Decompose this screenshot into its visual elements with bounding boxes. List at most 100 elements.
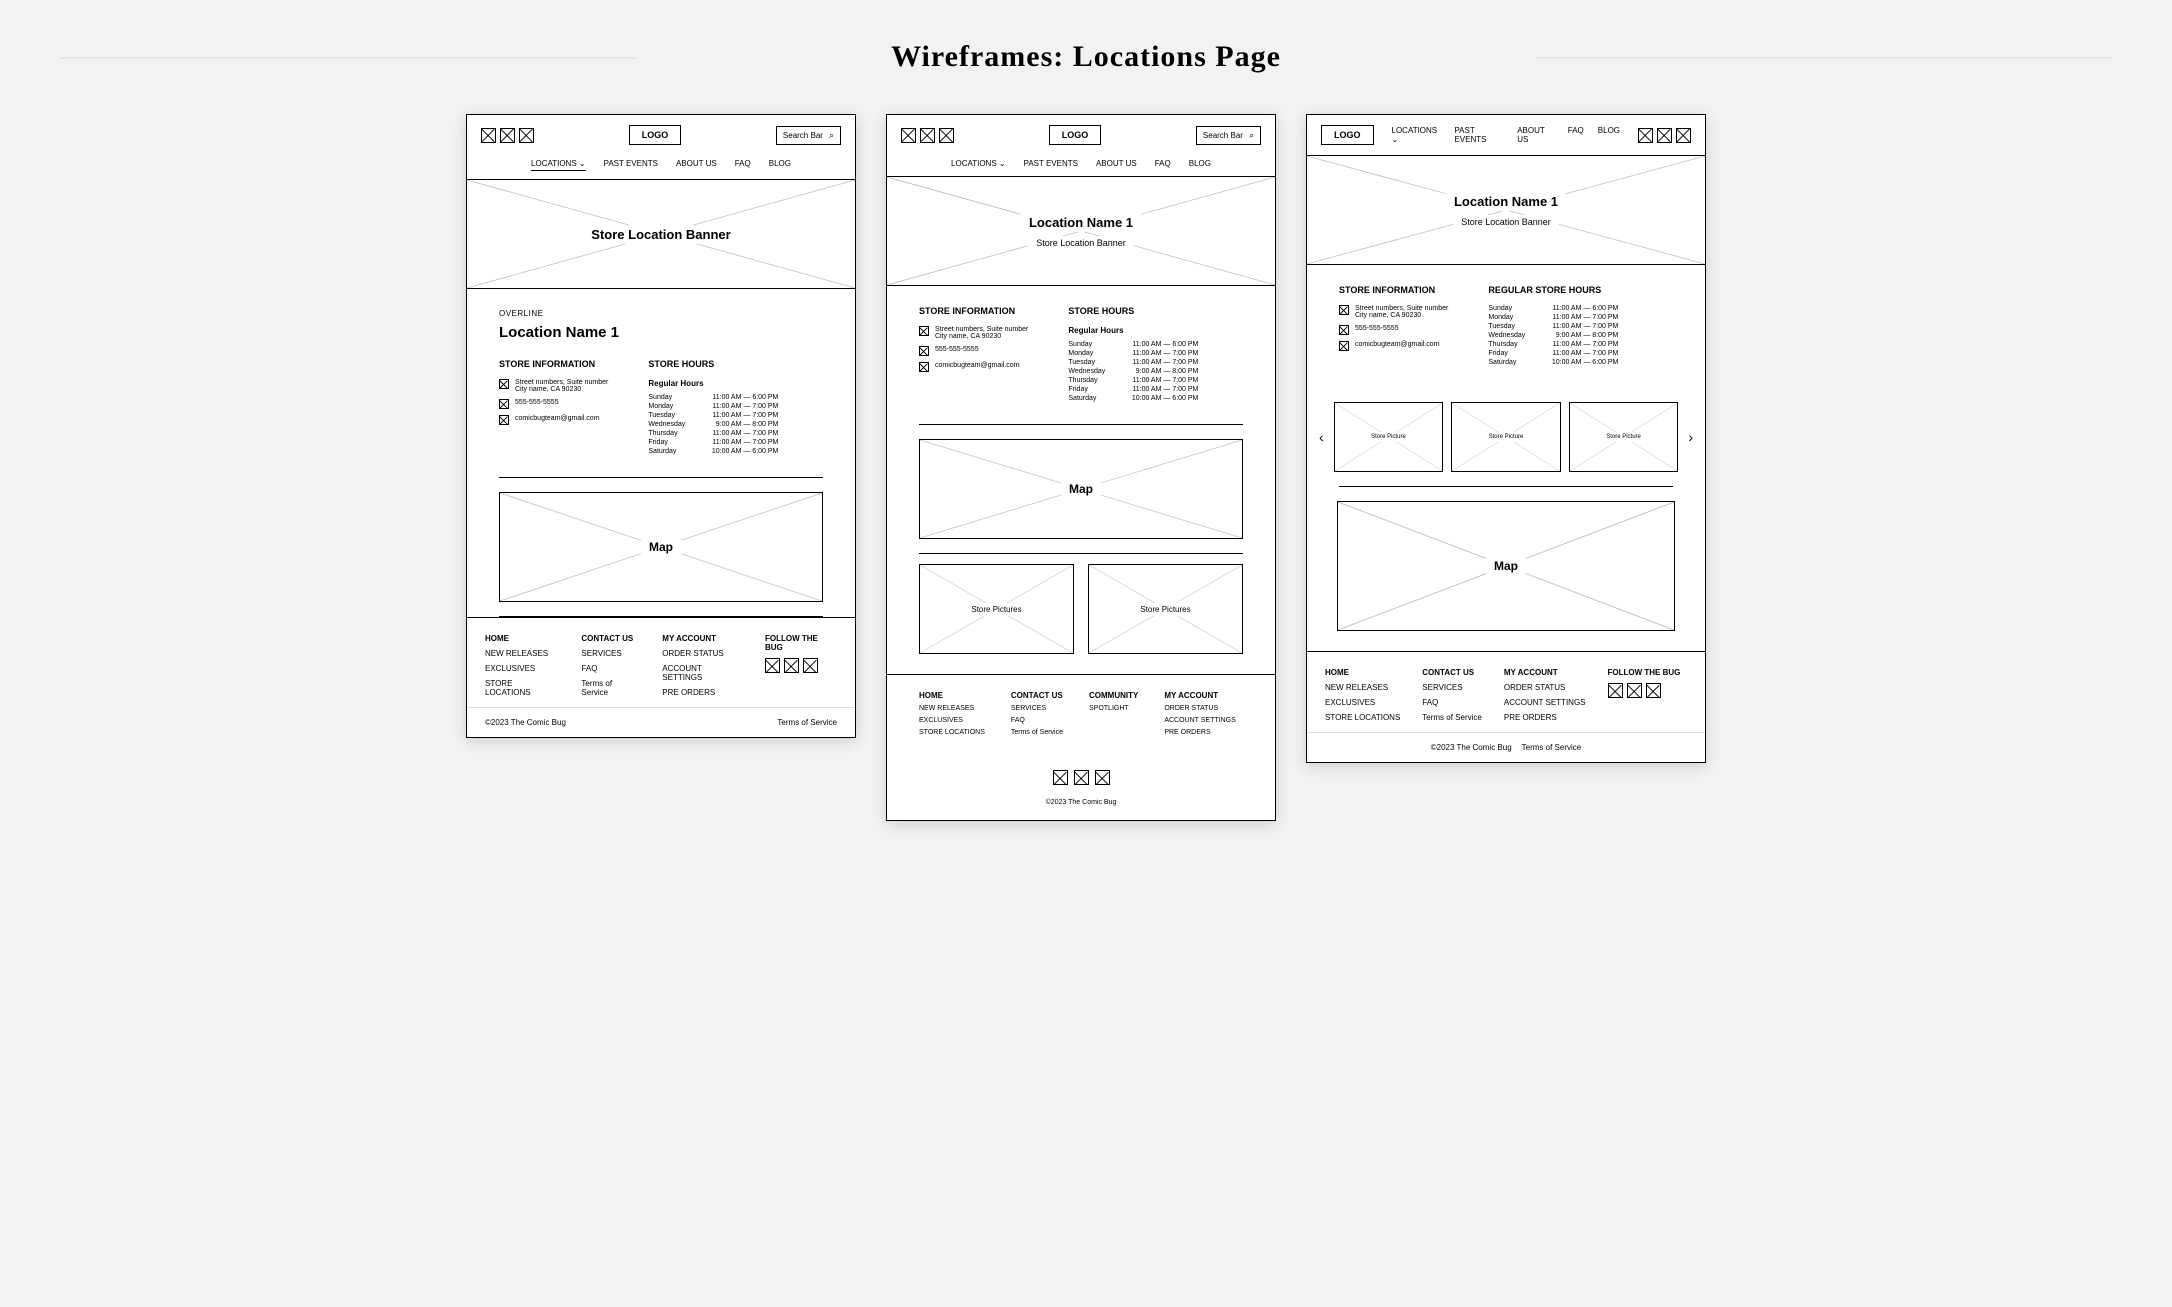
nav-about-us[interactable]: ABOUT US	[676, 159, 717, 171]
social-icon[interactable]	[481, 128, 496, 143]
tos-link[interactable]: Terms of Service	[1522, 743, 1582, 752]
footer-link[interactable]: STORE LOCATIONS	[919, 729, 985, 736]
email-icon	[499, 415, 509, 425]
store-info-col: STORE INFORMATION Street numbers, Suite …	[499, 359, 608, 457]
phone-icon	[1339, 325, 1349, 335]
footer-link[interactable]: EXCLUSIVES	[919, 717, 985, 724]
hours-subheading: Regular Hours	[1068, 326, 1198, 335]
footer-link[interactable]: SERVICES	[1422, 683, 1482, 692]
social-icon[interactable]	[1095, 770, 1110, 785]
logo[interactable]: LOGO	[1321, 125, 1374, 145]
footer-link[interactable]: SERVICES	[1011, 705, 1063, 712]
nav-locations[interactable]: LOCATIONS ⌄	[1392, 126, 1441, 144]
hours-row: Thursday11:00 AM — 7:00 PM	[648, 430, 778, 437]
social-icon[interactable]	[1638, 128, 1653, 143]
footer-link[interactable]: PRE ORDERS	[1504, 713, 1586, 722]
social-icon[interactable]	[1676, 128, 1691, 143]
banner: Location Name 1 Store Location Banner	[887, 176, 1275, 286]
nav-blog[interactable]: BLOG	[769, 159, 791, 171]
footer-link[interactable]: ACCOUNT SETTINGS	[1164, 717, 1235, 724]
header: LOGO Search Bar⌕	[887, 115, 1275, 155]
nav-past-events[interactable]: PAST EVENTS	[1454, 126, 1503, 144]
footer-link[interactable]: EXCLUSIVES	[485, 664, 559, 673]
footer-heading[interactable]: HOME	[1325, 668, 1400, 677]
banner-heading: Location Name 1	[1446, 192, 1566, 211]
search-bar[interactable]: Search Bar⌕	[1196, 126, 1261, 145]
footer-link[interactable]: NEW RELEASES	[1325, 683, 1400, 692]
info-section: STORE INFORMATION Street numbers, Suite …	[887, 286, 1275, 424]
social-icon[interactable]	[1053, 770, 1068, 785]
logo[interactable]: LOGO	[629, 125, 682, 145]
footer-link[interactable]: FAQ	[1422, 698, 1482, 707]
carousel-next[interactable]: ›	[1686, 429, 1695, 445]
social-icon[interactable]	[500, 128, 515, 143]
social-icons	[901, 128, 954, 143]
footer-heading[interactable]: CONTACT US	[581, 634, 640, 643]
store-hours-heading: REGULAR STORE HOURS	[1488, 285, 1618, 295]
nav-about-us[interactable]: ABOUT US	[1096, 159, 1137, 168]
social-icon[interactable]	[920, 128, 935, 143]
social-icon[interactable]	[1646, 683, 1661, 698]
social-icon[interactable]	[1608, 683, 1623, 698]
footer-heading[interactable]: CONTACT US	[1011, 691, 1063, 700]
footer-link[interactable]: STORE LOCATIONS	[1325, 713, 1400, 722]
nav-past-events[interactable]: PAST EVENTS	[1024, 159, 1078, 168]
social-icon[interactable]	[765, 658, 780, 673]
footer-link[interactable]: NEW RELEASES	[919, 705, 985, 712]
footer-heading[interactable]: MY ACCOUNT	[1504, 668, 1586, 677]
footer-link[interactable]: FAQ	[581, 664, 640, 673]
nav-locations[interactable]: LOCATIONS ⌄	[531, 159, 586, 171]
nav-locations[interactable]: LOCATIONS ⌄	[951, 159, 1006, 168]
footer-link[interactable]: ORDER STATUS	[1164, 705, 1235, 712]
copyright: ©2023 The Comic Bug	[485, 718, 566, 727]
social-icon[interactable]	[901, 128, 916, 143]
footer-heading[interactable]: CONTACT US	[1422, 668, 1482, 677]
footer-link[interactable]: EXCLUSIVES	[1325, 698, 1400, 707]
social-icon[interactable]	[803, 658, 818, 673]
footer-link[interactable]: PRE ORDERS	[662, 688, 743, 697]
carousel-prev[interactable]: ‹	[1317, 429, 1326, 445]
nav-faq[interactable]: FAQ	[735, 159, 751, 171]
map[interactable]: Map	[919, 439, 1243, 539]
search-bar[interactable]: Search Bar⌕	[776, 126, 841, 145]
footer-link[interactable]: ORDER STATUS	[1504, 683, 1586, 692]
footer-link[interactable]: Terms of Service	[1011, 729, 1063, 736]
nav-about-us[interactable]: ABOUT US	[1517, 126, 1554, 144]
footer-link[interactable]: FAQ	[1011, 717, 1063, 724]
social-icon[interactable]	[939, 128, 954, 143]
nav-blog[interactable]: BLOG	[1598, 126, 1620, 144]
map[interactable]: Map	[499, 492, 823, 602]
social-icon[interactable]	[1627, 683, 1642, 698]
nav-past-events[interactable]: PAST EVENTS	[604, 159, 658, 171]
hours-row: Sunday11:00 AM — 6:00 PM	[1068, 341, 1198, 348]
nav-faq[interactable]: FAQ	[1568, 126, 1584, 144]
footer-link[interactable]: Terms of Service	[1422, 713, 1482, 722]
footer-link[interactable]: ACCOUNT SETTINGS	[662, 664, 743, 682]
footer-heading[interactable]: HOME	[485, 634, 559, 643]
logo[interactable]: LOGO	[1049, 125, 1102, 145]
search-icon: ⌕	[829, 130, 834, 141]
footer-link[interactable]: PRE ORDERS	[1164, 729, 1235, 736]
footer-link[interactable]: ORDER STATUS	[662, 649, 743, 658]
social-icon[interactable]	[1074, 770, 1089, 785]
nav-faq[interactable]: FAQ	[1155, 159, 1171, 168]
footer-heading[interactable]: HOME	[919, 691, 985, 700]
nav-blog[interactable]: BLOG	[1189, 159, 1211, 168]
footer-heading[interactable]: MY ACCOUNT	[662, 634, 743, 643]
social-icon[interactable]	[784, 658, 799, 673]
social-icon[interactable]	[1657, 128, 1672, 143]
map[interactable]: Map	[1337, 501, 1675, 631]
footer: HOME NEW RELEASES EXCLUSIVES STORE LOCATION…	[467, 617, 855, 707]
footer-heading[interactable]: MY ACCOUNT	[1164, 691, 1235, 700]
footer-link[interactable]: ACCOUNT SETTINGS	[1504, 698, 1586, 707]
hours-row: Saturday10:00 AM — 6:00 PM	[1068, 395, 1198, 402]
footer-link[interactable]: Terms of Service	[581, 679, 640, 697]
footer-link[interactable]: STORE LOCATIONS	[485, 679, 559, 697]
footer-link[interactable]: SPOTLIGHT	[1089, 705, 1138, 712]
footer-heading[interactable]: COMMUNITY	[1089, 691, 1138, 700]
footer-link[interactable]: NEW RELEASES	[485, 649, 559, 658]
overline: OVERLINE	[499, 309, 823, 318]
social-icon[interactable]	[519, 128, 534, 143]
tos-link[interactable]: Terms of Service	[777, 718, 837, 727]
footer-link[interactable]: SERVICES	[581, 649, 640, 658]
